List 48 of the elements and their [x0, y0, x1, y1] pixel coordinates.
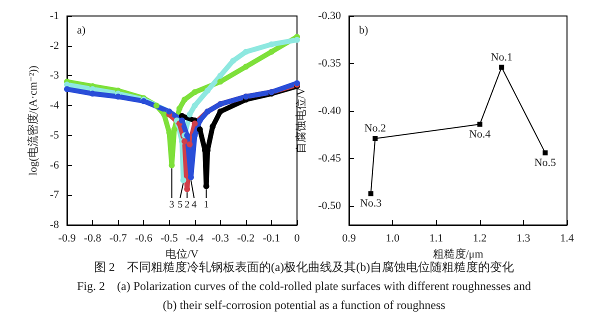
y-axis-title: 自腐蚀电位/V	[294, 87, 308, 154]
x-axis-title: 粗糙度/μm	[432, 247, 484, 260]
annotation: 3	[169, 200, 174, 210]
x-tick-label: -0.4	[186, 232, 204, 244]
x-tick-label: -0.7	[109, 232, 128, 244]
y-tick-label: -2	[50, 40, 59, 52]
annotation: 2	[184, 200, 190, 210]
y-tick-label: -0.35	[318, 58, 342, 70]
annotation: No.4	[468, 128, 492, 140]
annotation: No.3	[360, 198, 382, 210]
x-tick-label: -0.8	[84, 232, 102, 244]
x-tick-label: 1.2	[472, 232, 487, 244]
y-tick-label: -8	[50, 219, 60, 231]
x-tick-label: -0.9	[58, 232, 76, 244]
x-tick-label: -0.2	[237, 232, 255, 244]
text: (b) their self-corrosion potential as a function of roughness	[162, 297, 446, 314]
annotation: No.1	[490, 51, 512, 64]
annotation: 1	[204, 200, 209, 210]
x-tick-label: -0.5	[160, 232, 178, 244]
y-tick-label: -3	[50, 70, 60, 82]
x-axis-title: 电位/V	[166, 247, 199, 260]
y-tick-label: -0.45	[318, 152, 342, 164]
annotation: 4	[192, 200, 197, 210]
y-tick-label: -0.40	[318, 105, 342, 117]
y-tick-label: -5	[50, 129, 60, 142]
y-tick-label: -6	[50, 159, 60, 172]
caption: Fig. 2 (a) Polarization curves of the cold-rolled plate surfaces with different roughnesses and	[76, 278, 532, 295]
y-tick-label: -1	[50, 10, 59, 22]
y-tick-label: -0.30	[318, 10, 342, 22]
x-tick-label: 0.9	[342, 232, 356, 244]
x-tick-label: 0	[294, 232, 300, 244]
x-tick-label: -0.1	[262, 232, 280, 244]
x-tick-label: 1.3	[516, 232, 531, 244]
x-tick-label: 1.4	[560, 232, 574, 244]
caption: 图 2 不同粗糙度冷轧钢板表面的(a)极化曲线及其(b)自腐蚀电位随粗糙度的变化	[92, 260, 516, 276]
y-tick-label: -0.50	[318, 200, 342, 212]
y-tick-label: -7	[50, 189, 60, 202]
text: b)	[359, 24, 368, 36]
x-tick-label: 1.0	[386, 232, 400, 244]
y-tick-label: -4	[50, 100, 60, 112]
text: a)	[77, 24, 86, 36]
x-tick-label: -0.6	[134, 232, 153, 244]
x-tick-label: -0.3	[212, 232, 230, 244]
annotation: No.2	[364, 122, 386, 135]
annotation: 5	[178, 200, 183, 210]
x-tick-label: 1.1	[429, 232, 444, 244]
y-axis-title: log(电流密度/(A·cm⁻²))	[26, 65, 40, 176]
annotation: No.5	[534, 156, 557, 169]
